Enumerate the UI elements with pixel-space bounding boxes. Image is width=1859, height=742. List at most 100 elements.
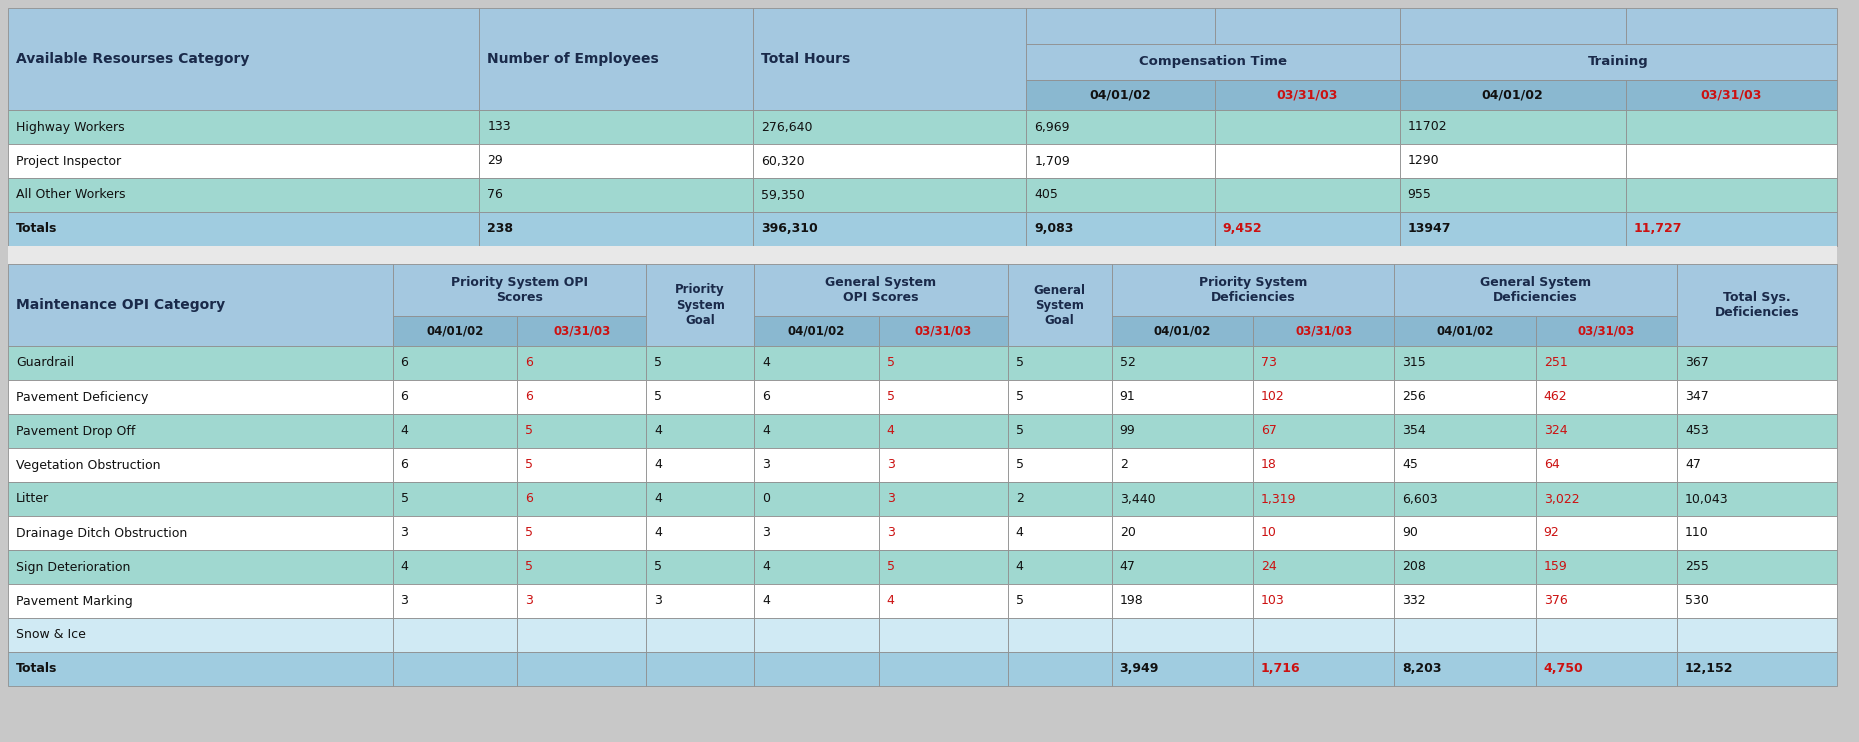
Bar: [1253, 482, 1394, 516]
Bar: [1677, 482, 1837, 516]
Text: 04/01/02: 04/01/02: [788, 324, 846, 338]
Text: 8,203: 8,203: [1402, 663, 1443, 675]
Bar: [1536, 584, 1677, 618]
Bar: [1394, 618, 1536, 652]
Bar: [1677, 346, 1837, 380]
Bar: [7, 8, 480, 110]
Text: 4: 4: [654, 527, 662, 539]
Text: 5: 5: [654, 560, 662, 574]
Text: 6: 6: [400, 390, 409, 404]
Bar: [1400, 178, 1627, 212]
Text: 955: 955: [1407, 188, 1431, 202]
Text: 354: 354: [1402, 424, 1426, 438]
Text: Pavement Deficiency: Pavement Deficiency: [17, 390, 149, 404]
Text: 3: 3: [887, 493, 894, 505]
Text: 3: 3: [400, 594, 409, 608]
Text: 4: 4: [400, 560, 409, 574]
Text: 03/31/03: 03/31/03: [1578, 324, 1634, 338]
Text: 6,969: 6,969: [1034, 120, 1069, 134]
Bar: [1536, 618, 1677, 652]
Bar: [7, 178, 480, 212]
Bar: [1627, 110, 1837, 144]
Bar: [480, 8, 753, 110]
Bar: [1253, 652, 1394, 686]
Text: 1,716: 1,716: [1260, 663, 1301, 675]
Text: 3: 3: [654, 594, 662, 608]
Text: 462: 462: [1543, 390, 1567, 404]
Bar: [879, 414, 1008, 448]
Text: Vegetation Obstruction: Vegetation Obstruction: [17, 459, 160, 471]
Bar: [879, 550, 1008, 584]
Text: 3,022: 3,022: [1543, 493, 1580, 505]
Bar: [647, 584, 755, 618]
Bar: [1112, 550, 1253, 584]
Text: 4,750: 4,750: [1543, 663, 1584, 675]
Bar: [1394, 482, 1536, 516]
Text: 5: 5: [654, 390, 662, 404]
Bar: [1400, 110, 1627, 144]
Bar: [392, 380, 517, 414]
Bar: [1536, 380, 1677, 414]
Bar: [7, 550, 392, 584]
Text: Drainage Ditch Obstruction: Drainage Ditch Obstruction: [17, 527, 188, 539]
Bar: [647, 550, 755, 584]
Bar: [1008, 264, 1112, 346]
Bar: [1400, 44, 1837, 80]
Text: 04/01/02: 04/01/02: [426, 324, 483, 338]
Bar: [879, 618, 1008, 652]
Bar: [755, 316, 879, 346]
Text: 6,603: 6,603: [1402, 493, 1437, 505]
Bar: [1112, 618, 1253, 652]
Text: 2: 2: [1015, 493, 1024, 505]
Bar: [392, 550, 517, 584]
Text: 03/31/03: 03/31/03: [1701, 88, 1762, 102]
Text: 5: 5: [1015, 459, 1024, 471]
Text: 5: 5: [1015, 356, 1024, 370]
Bar: [755, 380, 879, 414]
Text: Sign Deterioration: Sign Deterioration: [17, 560, 130, 574]
Text: 4: 4: [654, 493, 662, 505]
Text: 03/31/03: 03/31/03: [1277, 88, 1338, 102]
Bar: [1677, 652, 1837, 686]
Text: 453: 453: [1684, 424, 1708, 438]
Bar: [1026, 80, 1214, 110]
Text: Priority
System
Goal: Priority System Goal: [675, 283, 725, 326]
Bar: [7, 652, 392, 686]
Text: General System
Deficiencies: General System Deficiencies: [1480, 276, 1591, 304]
Bar: [1253, 516, 1394, 550]
Bar: [1253, 316, 1394, 346]
Bar: [1536, 652, 1677, 686]
Text: 238: 238: [487, 223, 513, 235]
Bar: [7, 212, 480, 246]
Bar: [1008, 346, 1112, 380]
Text: 3: 3: [887, 527, 894, 539]
Text: 5: 5: [1015, 594, 1024, 608]
Text: Pavement Marking: Pavement Marking: [17, 594, 132, 608]
Bar: [7, 584, 392, 618]
Bar: [753, 8, 1026, 110]
Text: Litter: Litter: [17, 493, 48, 505]
Bar: [392, 516, 517, 550]
Bar: [879, 584, 1008, 618]
Bar: [1627, 212, 1837, 246]
Bar: [755, 414, 879, 448]
Bar: [1536, 516, 1677, 550]
Bar: [879, 516, 1008, 550]
Bar: [517, 414, 647, 448]
Text: 67: 67: [1260, 424, 1277, 438]
Text: 4: 4: [1015, 560, 1024, 574]
Text: 03/31/03: 03/31/03: [915, 324, 972, 338]
Text: All Other Workers: All Other Workers: [17, 188, 126, 202]
Text: 396,310: 396,310: [760, 223, 818, 235]
Text: Guardrail: Guardrail: [17, 356, 74, 370]
Text: Snow & Ice: Snow & Ice: [17, 628, 86, 642]
Bar: [1026, 144, 1214, 178]
Bar: [1677, 414, 1837, 448]
Text: 29: 29: [487, 154, 504, 168]
Bar: [1394, 448, 1536, 482]
Bar: [1253, 380, 1394, 414]
Bar: [1112, 652, 1253, 686]
Text: 4: 4: [654, 424, 662, 438]
Text: 5: 5: [400, 493, 409, 505]
Text: 5: 5: [654, 356, 662, 370]
